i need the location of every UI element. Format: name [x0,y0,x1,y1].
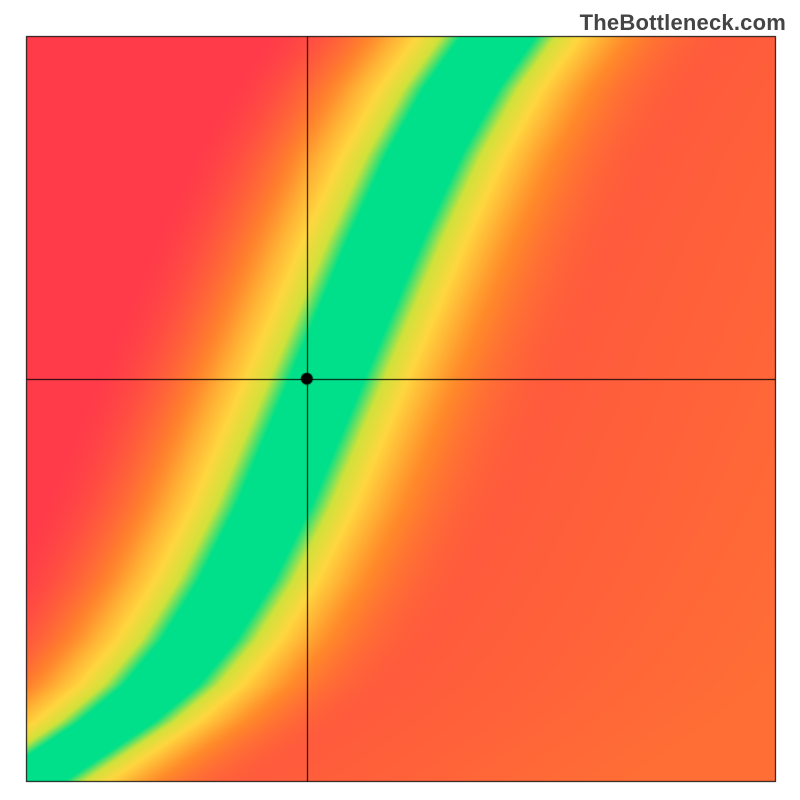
chart-container: { "watermark": { "text": "TheBottleneck.… [0,0,800,800]
bottleneck-heatmap-canvas [0,0,800,800]
